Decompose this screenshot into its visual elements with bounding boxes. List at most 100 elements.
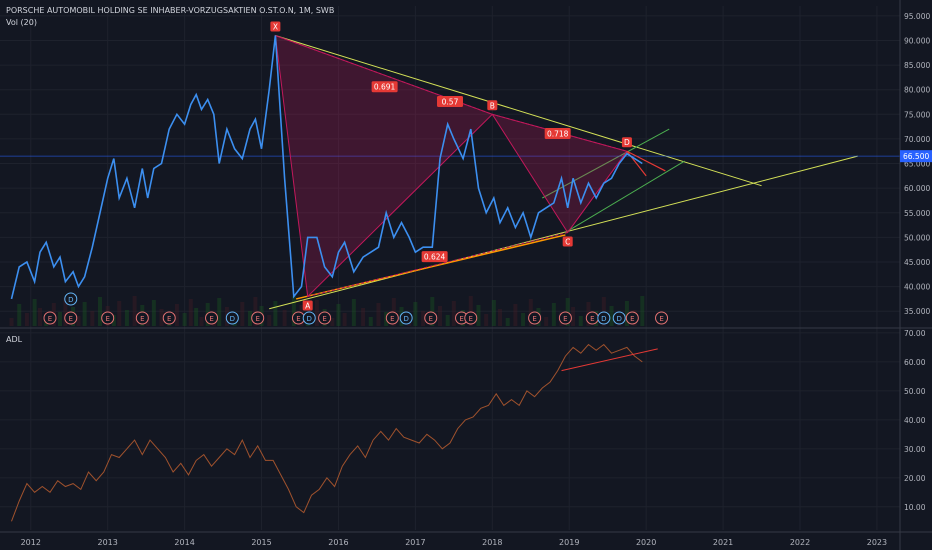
volume-bar	[32, 299, 37, 326]
event-label: E	[630, 315, 634, 323]
event-label: E	[255, 315, 259, 323]
volume-bar	[159, 309, 164, 326]
ratio-label: 0.624	[424, 253, 446, 262]
volume-bar	[291, 296, 296, 326]
earnings-marker[interactable]: E	[318, 311, 332, 325]
dividend-marker[interactable]: D	[612, 311, 626, 325]
volume-bar	[63, 298, 68, 326]
volume-bar	[182, 313, 187, 326]
y-tick-label: 90.000	[904, 36, 930, 45]
event-circle	[612, 311, 626, 325]
adl-y-tick-label: 30.00	[904, 445, 926, 454]
pattern-point-marker	[621, 137, 632, 148]
volume-bar	[430, 297, 435, 326]
event-circle	[385, 311, 399, 325]
earnings-marker[interactable]: E	[464, 311, 478, 325]
earnings-marker[interactable]: E	[43, 311, 57, 325]
earnings-marker[interactable]: E	[251, 311, 265, 325]
event-circle	[64, 292, 78, 306]
event-label: D	[307, 315, 312, 323]
x-tick-label: 2022	[790, 538, 810, 547]
volume-bar	[421, 311, 426, 326]
pattern-point-label: B	[490, 101, 495, 110]
volume-bar	[528, 299, 533, 326]
volume-bar	[132, 296, 137, 326]
adl-y-tick-label: 50.00	[904, 387, 926, 396]
volume-bar	[174, 304, 179, 326]
volume-bar	[124, 310, 129, 326]
event-label: E	[532, 315, 536, 323]
dividend-marker[interactable]: D	[597, 311, 611, 325]
dividend-marker[interactable]: D	[64, 292, 78, 306]
y-tick-label: 35.000	[904, 307, 930, 316]
volume-bar	[521, 313, 526, 326]
ratio-box	[544, 128, 571, 139]
event-label: E	[105, 315, 109, 323]
earnings-marker[interactable]: E	[558, 311, 572, 325]
x-tick-label: 2016	[328, 538, 348, 547]
earnings-marker[interactable]: E	[101, 311, 115, 325]
volume-bar	[361, 308, 366, 326]
event-circle	[162, 311, 176, 325]
event-label: E	[322, 315, 326, 323]
volume-bar	[188, 299, 193, 326]
x-tick-label: 2023	[867, 538, 887, 547]
pattern-point-label: A	[305, 301, 311, 310]
volume-bar	[624, 301, 629, 326]
event-circle	[101, 311, 115, 325]
adl-legend: ADL	[6, 335, 23, 344]
volume-bar	[476, 305, 481, 326]
volume-bar	[413, 302, 418, 326]
earnings-marker[interactable]: E	[424, 311, 438, 325]
earnings-marker[interactable]: E	[528, 311, 542, 325]
event-circle	[424, 311, 438, 325]
event-circle	[64, 311, 78, 325]
adl-series	[11, 343, 658, 522]
earnings-marker[interactable]: E	[655, 311, 669, 325]
dividend-marker[interactable]: D	[399, 311, 413, 325]
earnings-marker[interactable]: E	[625, 311, 639, 325]
y-tick-label: 95.000	[904, 12, 930, 21]
event-circle	[225, 311, 239, 325]
event-markers[interactable]: E E E E E E D E E D E E D E E E E E E D D E ED	[43, 292, 669, 325]
volume-bar	[199, 317, 204, 326]
projection-arrow	[626, 150, 666, 172]
volume-bar	[484, 314, 489, 326]
volume-bar	[248, 311, 252, 326]
event-label: E	[469, 315, 473, 323]
price-line	[10, 35, 643, 300]
adl-y-tick-label: 70.00	[904, 329, 926, 338]
x-tick-label: 2013	[98, 538, 118, 547]
volume-bar	[468, 296, 473, 326]
event-label: E	[590, 315, 594, 323]
earnings-marker[interactable]: E	[205, 311, 219, 325]
volume-bar	[505, 318, 510, 326]
earnings-marker[interactable]: E	[135, 311, 149, 325]
volume-bar	[376, 303, 381, 326]
volume-bar	[273, 301, 278, 326]
support-trendline	[295, 234, 566, 300]
dividend-marker[interactable]: D	[302, 311, 316, 325]
earnings-marker[interactable]: E	[162, 311, 176, 325]
earnings-marker[interactable]: E	[291, 311, 305, 325]
x-tick-label: 2020	[636, 538, 656, 547]
dividend-marker[interactable]: D	[225, 311, 239, 325]
event-label: E	[563, 315, 567, 323]
earnings-marker[interactable]: E	[64, 311, 78, 325]
event-label: D	[230, 315, 235, 323]
event-circle	[205, 311, 219, 325]
event-label: E	[69, 315, 73, 323]
x-tick-label: 2015	[251, 538, 271, 547]
adl-y-tick-label: 60.00	[904, 358, 926, 367]
pattern-point-marker	[270, 21, 281, 32]
event-label: E	[140, 315, 144, 323]
volume-bar	[498, 309, 502, 326]
event-label: E	[429, 315, 433, 323]
earnings-marker[interactable]: E	[385, 311, 399, 325]
y-tick-label: 50.000	[904, 233, 930, 242]
y-tick-label: 85.000	[904, 61, 930, 70]
event-label: E	[209, 315, 213, 323]
pattern-point-label: C	[565, 237, 570, 246]
earnings-marker[interactable]: E	[585, 311, 599, 325]
